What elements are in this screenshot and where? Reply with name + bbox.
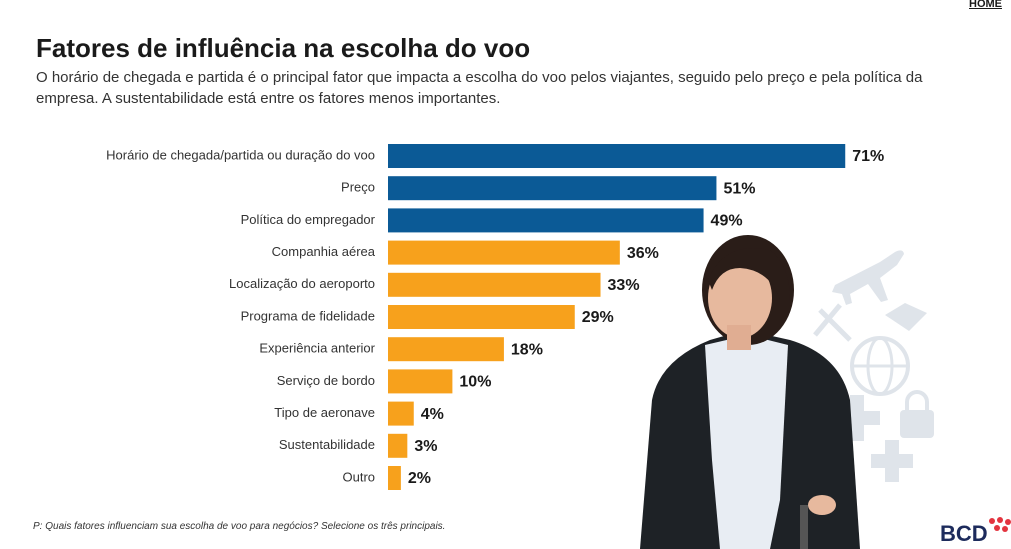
footnote: P: Quais fatores influenciam sua escolha… <box>33 521 446 532</box>
category-label: Tipo de aeronave <box>274 405 375 420</box>
bar <box>388 466 401 490</box>
category-label: Programa de fidelidade <box>241 308 375 323</box>
category-label: Companhia aérea <box>272 244 376 259</box>
value-label: 33% <box>608 277 640 294</box>
bar <box>388 208 704 233</box>
category-label: Experiência anterior <box>259 341 375 356</box>
bar <box>388 305 575 329</box>
bar <box>388 401 414 426</box>
home-link[interactable]: HOME <box>969 0 1002 10</box>
category-label: Serviço de bordo <box>277 373 375 388</box>
value-label: 29% <box>582 309 614 326</box>
decor <box>813 250 934 482</box>
bar <box>388 369 453 394</box>
bar <box>388 272 601 297</box>
value-label: 2% <box>408 470 431 487</box>
category-label: Localização do aeroporto <box>229 276 375 291</box>
bar <box>388 433 408 458</box>
value-label: 36% <box>627 245 659 262</box>
chart-title: Fatores de influência na escolha do voo <box>36 33 531 63</box>
logo: BCD <box>940 517 1011 547</box>
bar <box>388 337 504 362</box>
value-label: 71% <box>852 148 884 165</box>
value-label: 10% <box>459 374 491 391</box>
bar <box>388 144 846 168</box>
category-label: Horário de chegada/partida ou duração do… <box>106 147 375 162</box>
logo-text: BCD <box>940 521 988 546</box>
category-label: Política do empregador <box>241 212 376 227</box>
value-label: 4% <box>421 406 444 423</box>
logo-dots <box>989 517 1011 532</box>
bar <box>388 240 620 265</box>
value-label: 49% <box>711 213 743 230</box>
category-label: Sustentabilidade <box>279 437 375 452</box>
photo <box>640 235 860 549</box>
category-label: Preço <box>341 180 375 195</box>
bar <box>388 176 717 201</box>
value-label: 3% <box>414 438 437 455</box>
value-label: 18% <box>511 341 543 358</box>
category-label: Outro <box>342 469 375 484</box>
value-label: 51% <box>723 180 755 197</box>
chart-subtitle: O horário de chegada e partida é o princ… <box>36 69 923 107</box>
